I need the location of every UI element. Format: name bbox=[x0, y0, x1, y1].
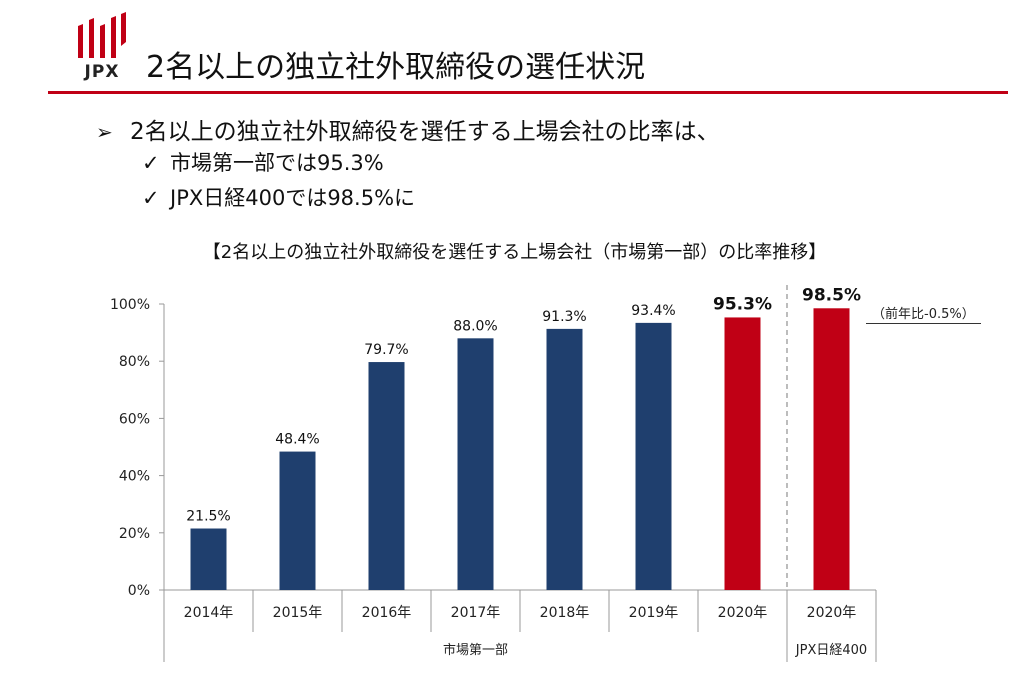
bar-value-label: 21.5% bbox=[186, 509, 230, 525]
bullet-sub-2-text: JPX日経400では98.5%に bbox=[170, 186, 416, 210]
y-tick-label: 20% bbox=[119, 526, 150, 542]
bar-value-label: 98.5% bbox=[802, 285, 861, 305]
x-tick-label: 2015年 bbox=[273, 605, 323, 621]
x-tick-label: 2016年 bbox=[362, 605, 412, 621]
x-tick-label: 2020年 bbox=[718, 605, 768, 621]
bullet-sub-1-text: 市場第一部では95.3% bbox=[170, 151, 384, 175]
x-tick-label: 2018年 bbox=[540, 605, 590, 621]
bar bbox=[813, 308, 850, 590]
check-icon: ✓ bbox=[142, 186, 160, 210]
y-tick-label: 100% bbox=[110, 297, 150, 313]
logo-text: JPX bbox=[84, 62, 120, 82]
change-annotation: （前年比-0.5%） bbox=[866, 303, 981, 324]
check-icon: ✓ bbox=[142, 151, 160, 175]
x-group-label: JPX日経400 bbox=[795, 643, 867, 658]
x-tick-label: 2014年 bbox=[184, 605, 234, 621]
bar bbox=[724, 317, 761, 590]
bullet-sub-2: ✓ JPX日経400では98.5%に bbox=[142, 182, 415, 212]
bar-value-label: 95.3% bbox=[713, 294, 772, 314]
bullet-sub-1: ✓ 市場第一部では95.3% bbox=[142, 147, 384, 177]
y-tick-label: 80% bbox=[119, 354, 150, 370]
x-group-label: 市場第一部 bbox=[443, 642, 508, 658]
bullet-main-text: 2名以上の独立社外取締役を選任する上場会社の比率は、 bbox=[130, 119, 720, 145]
bar-value-label: 79.7% bbox=[364, 342, 408, 358]
bar-value-label: 48.4% bbox=[275, 432, 319, 448]
y-tick-label: 0% bbox=[128, 583, 150, 599]
bar bbox=[279, 451, 316, 590]
y-tick-label: 40% bbox=[119, 469, 150, 485]
bar-value-label: 91.3% bbox=[542, 309, 586, 325]
bar-value-label: 93.4% bbox=[631, 303, 675, 319]
bar bbox=[190, 528, 227, 590]
chart-title: 【2名以上の独立社外取締役を選任する上場会社（市場第一部）の比率推移】 bbox=[202, 242, 827, 263]
jpx-logo: JPX bbox=[74, 12, 134, 84]
y-tick-label: 60% bbox=[119, 411, 150, 427]
x-tick-label: 2020年 bbox=[807, 605, 857, 621]
bullet-main: ➢ 2名以上の独立社外取締役を選任する上場会社の比率は、 bbox=[96, 112, 720, 146]
bar bbox=[457, 338, 494, 590]
x-tick-label: 2019年 bbox=[629, 605, 679, 621]
bar bbox=[368, 362, 405, 590]
logo-mark-icon bbox=[78, 12, 126, 58]
title-divider bbox=[48, 91, 1008, 94]
bar bbox=[546, 328, 583, 590]
arrow-bullet-icon: ➢ bbox=[96, 120, 113, 144]
bar bbox=[635, 322, 672, 590]
x-tick-label: 2017年 bbox=[451, 605, 501, 621]
page-title: 2名以上の独立社外取締役の選任状況 bbox=[146, 50, 646, 85]
bar-value-label: 88.0% bbox=[453, 318, 497, 334]
